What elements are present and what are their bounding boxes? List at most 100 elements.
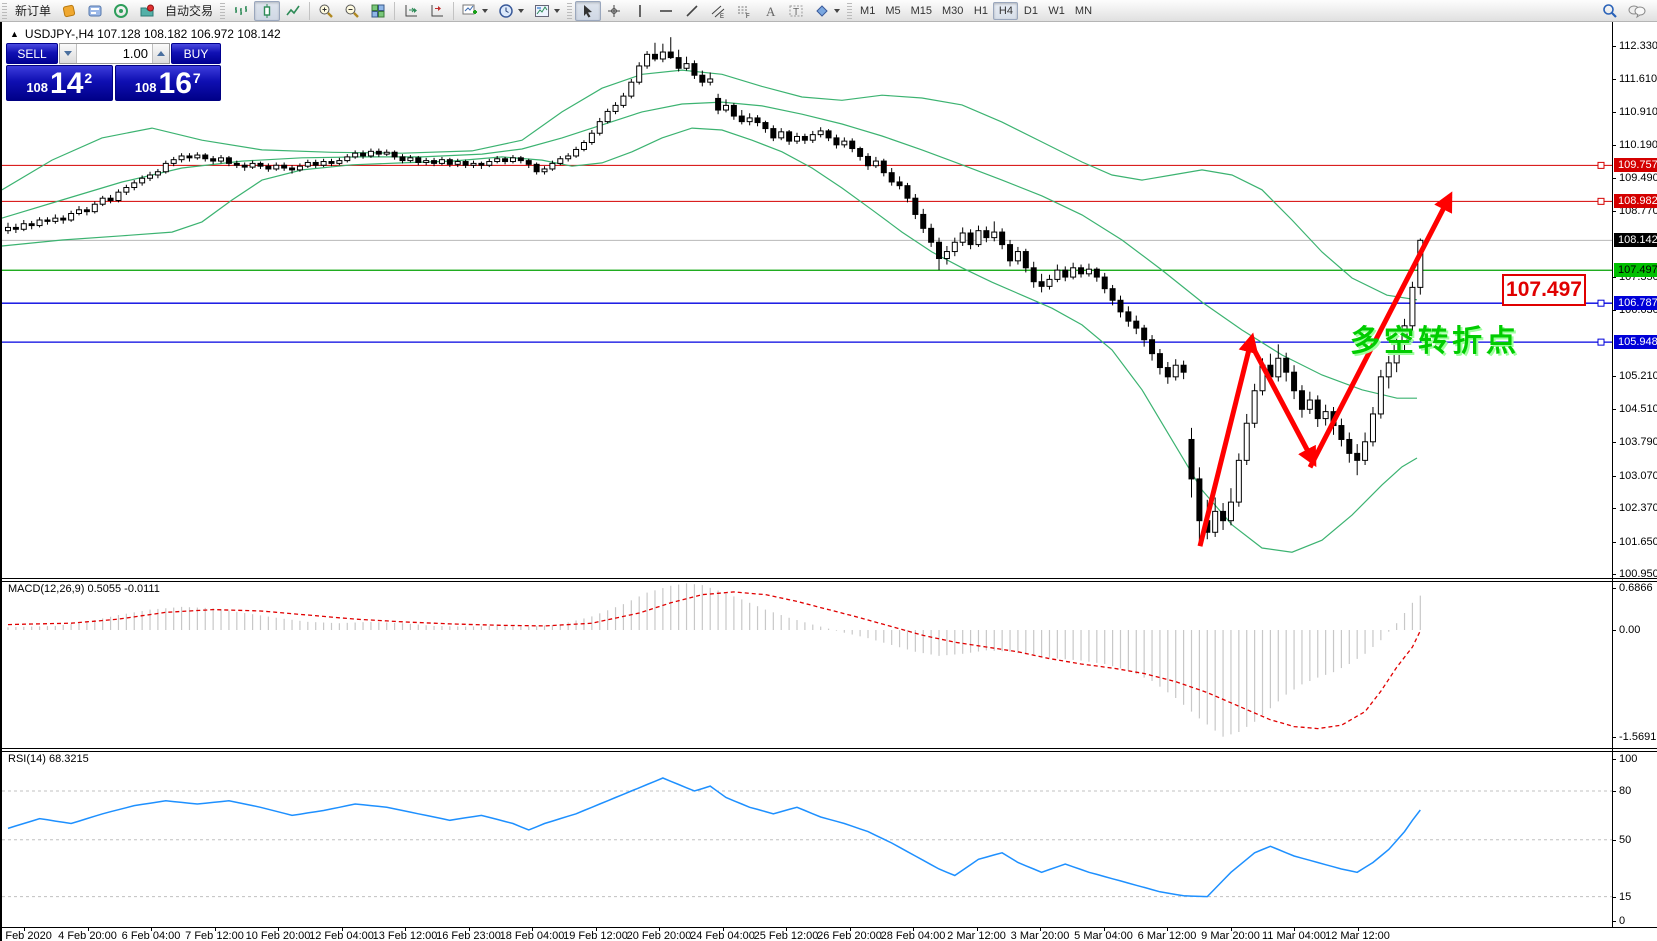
search-icon[interactable]	[1597, 1, 1623, 21]
timeframe-w1[interactable]: W1	[1048, 4, 1065, 17]
chart-title: ▲ USDJPY-,H4 107.128 108.182 106.972 108…	[10, 27, 281, 41]
new-order-label: 新订单	[15, 4, 52, 18]
price-annotation-box[interactable]: 107.497	[1502, 274, 1586, 306]
templates-icon[interactable]	[529, 1, 565, 21]
volume-control: 1.00	[59, 43, 170, 64]
new-order-button[interactable]: 新订单	[10, 1, 56, 21]
sell-price-button[interactable]: 108 14 2	[6, 65, 113, 101]
time-tick-label: 4 Feb 20:00	[58, 930, 117, 941]
indicators-icon[interactable]	[457, 1, 493, 21]
line-chart-icon[interactable]	[280, 1, 306, 21]
axis-tick	[1612, 630, 1616, 631]
chart-title-text: USDJPY-,H4 107.128 108.182 106.972 108.1…	[24, 27, 281, 41]
timeframe-bar: M1 M5 M15 M30 H1 H4 D1 W1 MN	[855, 1, 1097, 20]
axis-tick	[1612, 145, 1616, 147]
timeframe-m1[interactable]: M1	[860, 4, 876, 17]
volume-increase-button[interactable]	[152, 44, 169, 63]
svg-text:E: E	[720, 14, 724, 19]
price-tag: 108.982	[1614, 194, 1657, 209]
cursor-icon[interactable]	[575, 0, 602, 21]
auto-scroll-icon[interactable]	[398, 1, 424, 21]
autotrading-button[interactable]: 自动交易	[160, 1, 218, 21]
macd-axis-label: 0.6866	[1619, 582, 1653, 594]
tile-windows-icon[interactable]	[365, 1, 391, 21]
navigator-icon[interactable]	[134, 1, 160, 21]
community-icon[interactable]	[1623, 1, 1651, 21]
time-axis-tick	[722, 928, 724, 931]
time-tick-label: 9 Mar 20:00	[1201, 930, 1260, 941]
shapes-icon[interactable]	[809, 1, 845, 21]
buy-price-button[interactable]: 108 16 7	[114, 65, 221, 101]
turning-point-annotation[interactable]: 多空转折点	[1350, 316, 1520, 360]
time-axis-tick	[976, 928, 978, 931]
rsi-pane-canvas[interactable]	[2, 752, 1614, 927]
toolbar-separator	[309, 1, 311, 20]
buy-button[interactable]: BUY	[171, 43, 221, 64]
toolbar-grip[interactable]	[220, 2, 226, 19]
time-tick-label: 5 Mar 04:00	[1074, 930, 1133, 941]
axis-tick	[1612, 211, 1616, 213]
timeframe-h4[interactable]: H4	[993, 1, 1019, 20]
sell-button[interactable]: SELL	[6, 43, 58, 64]
candlestick-chart-icon[interactable]	[254, 0, 281, 21]
time-axis-tick	[151, 928, 152, 931]
main-chart-canvas[interactable]	[2, 22, 1614, 578]
svg-text:A: A	[766, 4, 776, 19]
toolbar-grip[interactable]	[2, 2, 7, 19]
axis-tick	[1612, 111, 1616, 113]
price-tick-label: 105.210	[1619, 370, 1657, 383]
price-tick-label: 109.490	[1619, 171, 1657, 184]
trendline-icon[interactable]	[679, 1, 705, 21]
signals-icon[interactable]	[108, 1, 134, 21]
vertical-line-icon[interactable]	[627, 1, 653, 21]
axis-tick	[1612, 921, 1616, 922]
toolbar-grip[interactable]	[847, 2, 853, 19]
price-axis[interactable]: 112.330 111.610 110.910 110.190 109.490 108.7…	[1612, 22, 1657, 927]
time-axis-tick	[1103, 928, 1105, 931]
volume-decrease-button[interactable]	[60, 44, 77, 63]
bar-chart-icon[interactable]	[228, 1, 254, 21]
horizontal-line-icon[interactable]	[653, 1, 679, 21]
time-tick-label: 20 Feb 20:00	[626, 930, 692, 941]
market-watch-icon[interactable]	[56, 1, 82, 21]
data-window-icon[interactable]	[82, 1, 108, 21]
pane-separator[interactable]	[2, 748, 1657, 752]
time-axis-tick	[659, 928, 660, 931]
timeframe-m30[interactable]: M30	[942, 4, 964, 17]
macd-pane-canvas[interactable]	[2, 582, 1614, 748]
zoom-out-icon[interactable]	[339, 1, 365, 21]
macd-label: MACD(12,26,9) 0.5055 -0.0111	[8, 583, 160, 595]
timeframe-mn[interactable]: MN	[1074, 4, 1093, 17]
periods-icon[interactable]	[493, 1, 529, 21]
timeframe-m5[interactable]: M5	[885, 4, 901, 17]
chart-shift-icon[interactable]	[424, 1, 450, 21]
timeframe-h1[interactable]: H1	[973, 4, 988, 17]
time-axis[interactable]: 3 Feb 2020 4 Feb 20:00 6 Feb 04:00 7 Feb 12…	[0, 928, 1657, 941]
rsi-axis-label: 0	[1619, 915, 1626, 927]
price-tick-label: 100.950	[1619, 568, 1657, 581]
turning-point-text: 多空转折点	[1350, 325, 1520, 358]
label-icon[interactable]: T	[783, 1, 809, 21]
rsi-axis-label: 100	[1619, 752, 1638, 765]
time-axis-tick	[341, 928, 343, 931]
time-tick-label: 3 Feb 2020	[0, 930, 52, 941]
sell-price-pips: 14	[50, 67, 84, 100]
timeframe-m15[interactable]: M15	[910, 4, 932, 17]
arrow-up-icon	[157, 51, 165, 56]
pane-separator[interactable]	[2, 578, 1657, 582]
axis-tick	[1612, 737, 1616, 738]
volume-input[interactable]: 1.00	[122, 46, 148, 61]
timeframe-d1[interactable]: D1	[1023, 4, 1038, 17]
time-axis-tick	[1230, 928, 1232, 931]
crosshair-icon[interactable]	[601, 1, 627, 21]
toolbar-grip[interactable]	[567, 2, 573, 19]
fibonacci-icon[interactable]: F	[731, 1, 757, 21]
toolbar-separator	[394, 1, 396, 20]
oneclick-collapse-icon[interactable]: ▲	[10, 29, 19, 39]
text-icon[interactable]: A	[757, 1, 783, 21]
price-tag: 108.142	[1614, 233, 1657, 248]
zoom-in-icon[interactable]	[313, 1, 339, 21]
time-tick-label: 12 Feb 04:00	[309, 930, 374, 941]
channel-icon[interactable]: E	[705, 1, 731, 21]
